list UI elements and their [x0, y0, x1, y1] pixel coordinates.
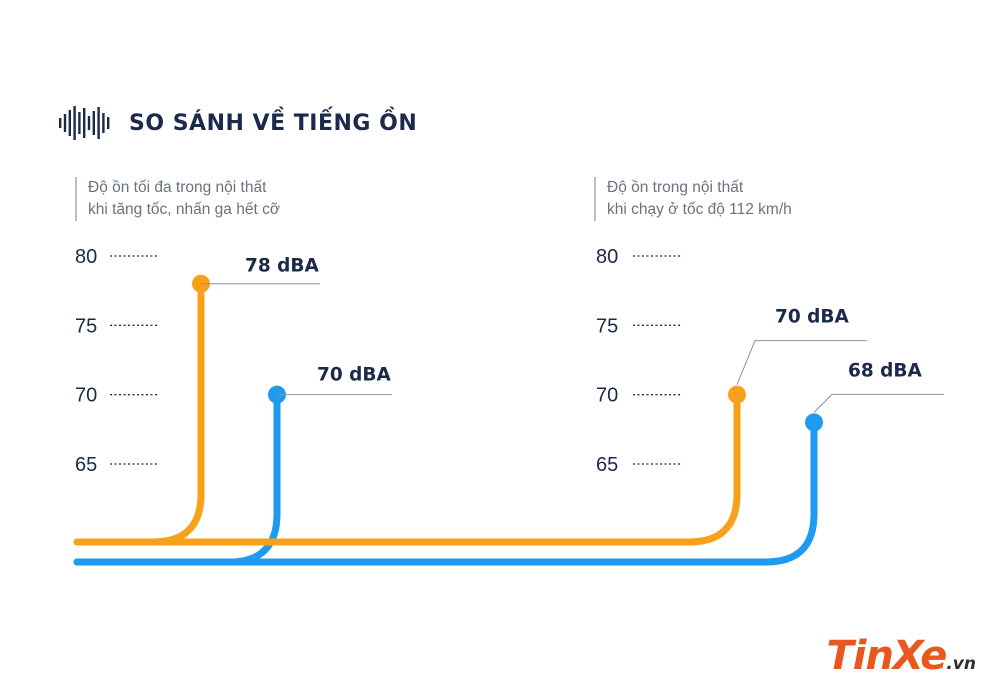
wave-bar [92, 111, 95, 135]
wave-bar [63, 114, 67, 132]
left-subtitle-line-2: khi tăng tốc, nhấn ga hết cỡ [88, 201, 280, 218]
y-tick-label: 75 [596, 315, 618, 337]
right-panel-subtitle: Độ ồn trong nội thất khi chạy ở tốc độ 1… [594, 177, 792, 221]
tinxe-logo: TinXe.vn [826, 633, 976, 679]
wave-bar [107, 117, 110, 129]
logo-main: TinXe [826, 633, 947, 679]
data-label: 70 dBA [317, 365, 392, 386]
data-label: 68 dBA [848, 360, 923, 381]
wave-bar [87, 116, 91, 130]
wave-bar [97, 107, 100, 139]
wave-bar [78, 112, 81, 134]
left-panel-subtitle: Độ ồn tối đa trong nội thất khi tăng tốc… [75, 177, 280, 221]
chart-title: SO SÁNH VỀ TIẾNG ỒN [129, 110, 418, 136]
label-leader-line [813, 393, 944, 413]
data-point [728, 385, 746, 404]
y-tick-label: 80 [75, 246, 97, 268]
wave-bar [83, 108, 86, 138]
wave-bar [73, 106, 76, 140]
wave-bar [59, 118, 62, 128]
wave-bar [68, 110, 71, 136]
wave-bar [102, 113, 105, 133]
y-tick-label: 65 [75, 454, 97, 476]
y-tick-label: 75 [75, 315, 97, 337]
data-label: 70 dBA [775, 307, 850, 328]
sound-wave-icon [59, 106, 110, 140]
series-line-1-1 [73, 418, 818, 566]
left-subtitle-line-1: Độ ồn tối đa trong nội thất [88, 179, 267, 196]
data-point [805, 413, 823, 432]
data-label: 78 dBA [245, 256, 320, 277]
chart-title-block: SO SÁNH VỀ TIẾNG ỒN [57, 106, 417, 140]
label-leader-line [736, 340, 867, 385]
logo-suffix: .vn [946, 654, 976, 674]
y-tick-label: 70 [75, 385, 97, 407]
y-tick-label: 80 [596, 246, 618, 268]
y-tick-label: 65 [596, 454, 618, 476]
right-subtitle-line-2: khi chạy ở tốc độ 112 km/h [607, 201, 792, 218]
y-tick-label: 70 [596, 385, 618, 407]
right-subtitle-line-1: Độ ồn trong nội thất [607, 179, 744, 196]
series-line-1-0 [73, 391, 741, 546]
